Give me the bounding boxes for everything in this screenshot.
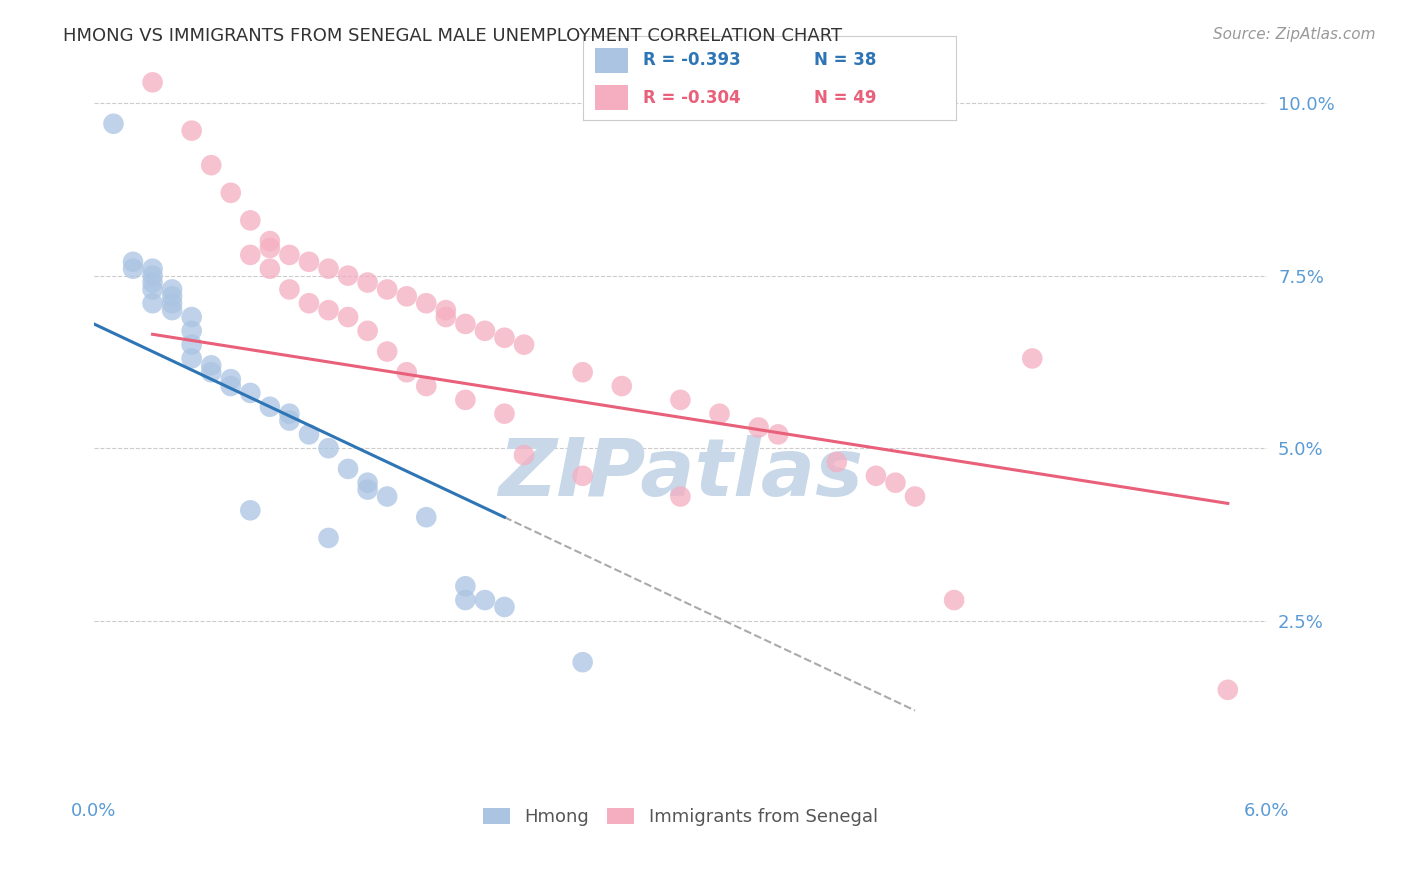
Point	[259, 234, 281, 248]
Point	[239, 248, 262, 262]
Point	[513, 448, 536, 462]
Point	[200, 365, 222, 379]
Point	[571, 655, 593, 669]
Point	[415, 510, 437, 524]
Point	[434, 310, 457, 324]
Point	[200, 158, 222, 172]
Point	[142, 268, 165, 283]
Point	[356, 475, 378, 490]
Point	[318, 303, 340, 318]
Point	[160, 282, 183, 296]
Point	[395, 365, 418, 379]
Bar	[595, 47, 628, 73]
Point	[142, 261, 165, 276]
Point	[180, 310, 202, 324]
Point	[298, 427, 321, 442]
Point	[434, 303, 457, 318]
Point	[259, 241, 281, 255]
Point	[278, 407, 301, 421]
Text: Source: ZipAtlas.com: Source: ZipAtlas.com	[1212, 27, 1375, 42]
Point	[454, 317, 477, 331]
Point	[180, 324, 202, 338]
Point	[494, 599, 516, 614]
Point	[122, 255, 145, 269]
Point	[748, 420, 770, 434]
Point	[375, 344, 398, 359]
Point	[142, 75, 165, 89]
Point	[337, 462, 360, 476]
Point	[337, 268, 360, 283]
Point	[219, 186, 242, 200]
Bar	[595, 85, 628, 111]
Point	[669, 392, 692, 407]
Point	[943, 593, 966, 607]
Point	[298, 255, 321, 269]
Point	[454, 392, 477, 407]
Point	[278, 282, 301, 296]
Point	[219, 379, 242, 393]
Point	[571, 365, 593, 379]
Point	[571, 468, 593, 483]
Point	[1021, 351, 1043, 366]
Text: HMONG VS IMMIGRANTS FROM SENEGAL MALE UNEMPLOYMENT CORRELATION CHART: HMONG VS IMMIGRANTS FROM SENEGAL MALE UN…	[63, 27, 842, 45]
Point	[356, 483, 378, 497]
Point	[709, 407, 731, 421]
Point	[494, 407, 516, 421]
Point	[278, 414, 301, 428]
Point	[513, 337, 536, 351]
Point	[474, 324, 496, 338]
Text: ZIPatlas: ZIPatlas	[498, 435, 863, 514]
Point	[259, 400, 281, 414]
Point	[219, 372, 242, 386]
Point	[415, 379, 437, 393]
Point	[122, 261, 145, 276]
Point	[103, 117, 125, 131]
Point	[825, 455, 848, 469]
Text: R = -0.393: R = -0.393	[643, 51, 741, 70]
Point	[766, 427, 789, 442]
Point	[180, 337, 202, 351]
Point	[200, 359, 222, 373]
Point	[142, 276, 165, 290]
Point	[239, 503, 262, 517]
Point	[160, 303, 183, 318]
Point	[142, 296, 165, 310]
Point	[239, 386, 262, 401]
Point	[318, 441, 340, 455]
Point	[375, 490, 398, 504]
Point	[375, 282, 398, 296]
Point	[904, 490, 927, 504]
Point	[278, 248, 301, 262]
Point	[454, 579, 477, 593]
Point	[142, 282, 165, 296]
Point	[180, 351, 202, 366]
Point	[318, 261, 340, 276]
Point	[356, 324, 378, 338]
Point	[259, 261, 281, 276]
Point	[884, 475, 907, 490]
Point	[298, 296, 321, 310]
Legend: Hmong, Immigrants from Senegal: Hmong, Immigrants from Senegal	[474, 798, 887, 835]
Text: N = 49: N = 49	[814, 88, 877, 106]
Point	[160, 289, 183, 303]
Text: R = -0.304: R = -0.304	[643, 88, 741, 106]
Point	[865, 468, 887, 483]
Point	[239, 213, 262, 227]
Point	[610, 379, 633, 393]
Point	[160, 296, 183, 310]
Point	[669, 490, 692, 504]
Point	[454, 593, 477, 607]
Point	[318, 531, 340, 545]
Point	[494, 331, 516, 345]
Point	[395, 289, 418, 303]
Text: N = 38: N = 38	[814, 51, 877, 70]
Point	[180, 123, 202, 137]
Point	[1216, 682, 1239, 697]
Point	[474, 593, 496, 607]
Point	[337, 310, 360, 324]
Point	[415, 296, 437, 310]
Point	[356, 276, 378, 290]
